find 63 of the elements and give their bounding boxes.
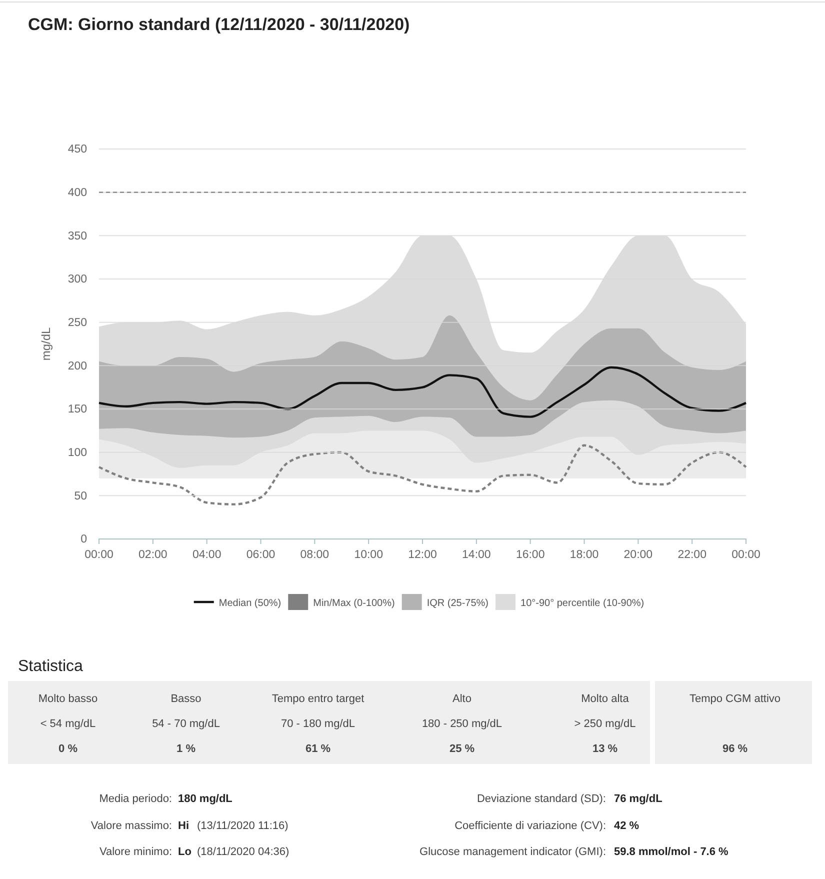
text: 0 % [58, 743, 78, 755]
text: 25 % [449, 743, 475, 755]
text: Coefficiente di variazione (CV): [454, 820, 606, 832]
x-tick-label: 06:00 [246, 549, 276, 562]
y-tick-label: 300 [68, 274, 87, 286]
text: Media periodo: [99, 793, 172, 805]
text: Tempo entro target [272, 693, 364, 705]
text: 96 % [722, 743, 748, 755]
text: Basso [170, 693, 202, 705]
text: 59.8 mmol/mol - 7.6 % [614, 846, 729, 858]
legend-label: Min/Max (0-100%) [313, 598, 395, 609]
y-tick-label: 250 [68, 317, 87, 330]
text: 61 % [305, 743, 331, 755]
text: < 54 mg/dL [40, 718, 96, 730]
text: Alto [452, 693, 472, 705]
y-tick-label: 100 [68, 447, 87, 460]
text: 180 - 250 mg/dL [422, 718, 502, 730]
text: Lo [178, 846, 192, 858]
text: Statistica [18, 658, 84, 675]
x-tick-label: 02:00 [138, 549, 168, 562]
y-tick-label: 0 [80, 534, 87, 546]
text: 54 - 70 mg/dL [152, 718, 220, 730]
text: Valore massimo: [90, 820, 172, 832]
x-tick-label: 16:00 [516, 549, 545, 562]
y-tick-label: 350 [68, 230, 87, 242]
text: (13/11/2020 11:16) [197, 820, 288, 832]
y-tick-label: 400 [68, 187, 87, 200]
text: 1 % [176, 743, 196, 755]
text: 13 % [592, 743, 618, 755]
y-tick-label: 50 [74, 490, 87, 502]
text: Hi [178, 820, 189, 832]
y-tick-label: 150 [68, 404, 87, 416]
text: Glucose management indicator (GMI): [420, 846, 606, 858]
text: Molto basso [38, 693, 98, 705]
x-tick-label: 00:00 [84, 549, 114, 562]
x-tick-label: 04:00 [192, 549, 222, 562]
text: Tempo CGM attivo [689, 693, 781, 705]
x-tick-label: 08:00 [300, 549, 330, 562]
text: 70 - 180 mg/dL [281, 718, 355, 730]
x-tick-label: 20:00 [624, 549, 653, 562]
text: Valore minimo: [99, 846, 172, 858]
chart-title: CGM: Giorno standard (12/11/2020 - 30/11/2020) [28, 15, 410, 34]
x-tick-label: 10:00 [354, 549, 383, 562]
x-tick-label: 00:00 [732, 549, 760, 562]
x-tick-label: 22:00 [678, 549, 706, 562]
y-tick-label: 200 [68, 360, 87, 372]
x-tick-label: 18:00 [570, 549, 599, 562]
x-tick-label: 12:00 [408, 549, 437, 562]
legend-label: IQR (25-75%) [426, 598, 489, 609]
text: > 250 mg/dL [574, 718, 636, 730]
text: (18/11/2020 04:36) [197, 846, 290, 858]
text: 76 mg/dL [614, 793, 663, 805]
legend-label: 10°-90° percentile (10-90%) [520, 598, 644, 609]
text: 42 % [614, 820, 640, 832]
legend-label: Median (50%) [218, 598, 282, 609]
line-series [98, 444, 748, 506]
text: Molto alta [581, 693, 630, 705]
text: 180 mg/dL [178, 793, 233, 805]
y-tick-label: 450 [68, 144, 87, 156]
x-tick-label: 14:00 [462, 549, 491, 562]
text: Deviazione standard (SD): [476, 793, 606, 805]
y-axis-title: mg/dL [39, 327, 53, 361]
line-series [98, 366, 748, 418]
